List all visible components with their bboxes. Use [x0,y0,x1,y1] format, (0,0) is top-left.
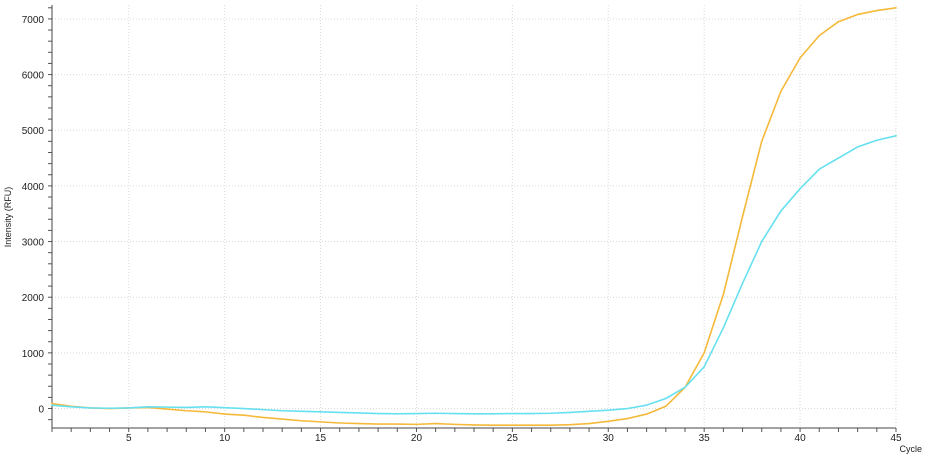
x-tick-label-7: 40 [795,433,807,444]
y-tick-label-1: 1000 [22,349,45,360]
y-tick-label-6: 6000 [22,71,45,82]
x-tick-label-3: 20 [411,433,423,444]
y-tick-label-0: 0 [38,405,44,416]
x-tick-label-1: 10 [219,433,231,444]
series-line-0 [51,6,897,427]
x-tick-label-2: 15 [315,433,327,444]
x-tick-label-4: 25 [507,433,519,444]
y-axis-label: Intensity (RFU) [3,187,13,248]
x-axis-label: Cycle [899,444,922,454]
series-line-1 [51,135,897,415]
y-tick-label-5: 5000 [22,126,45,137]
x-tick-label-6: 35 [699,433,711,444]
series-layer [51,6,897,427]
y-tick-label-4: 4000 [22,182,45,193]
grid-layer [52,5,897,428]
label-layer: 0 1000 2000 3000 4000 5000 6000 7000 5 10 15 20 25 30… [3,15,922,454]
x-tick-label-8: 45 [890,433,902,444]
y-tick-label-7: 7000 [22,15,45,26]
y-tick-label-2: 2000 [22,293,45,304]
x-tick-label-5: 30 [603,433,615,444]
axis-layer [48,5,897,432]
x-tick-label-0: 5 [126,433,132,444]
y-tick-label-3: 3000 [22,238,45,249]
